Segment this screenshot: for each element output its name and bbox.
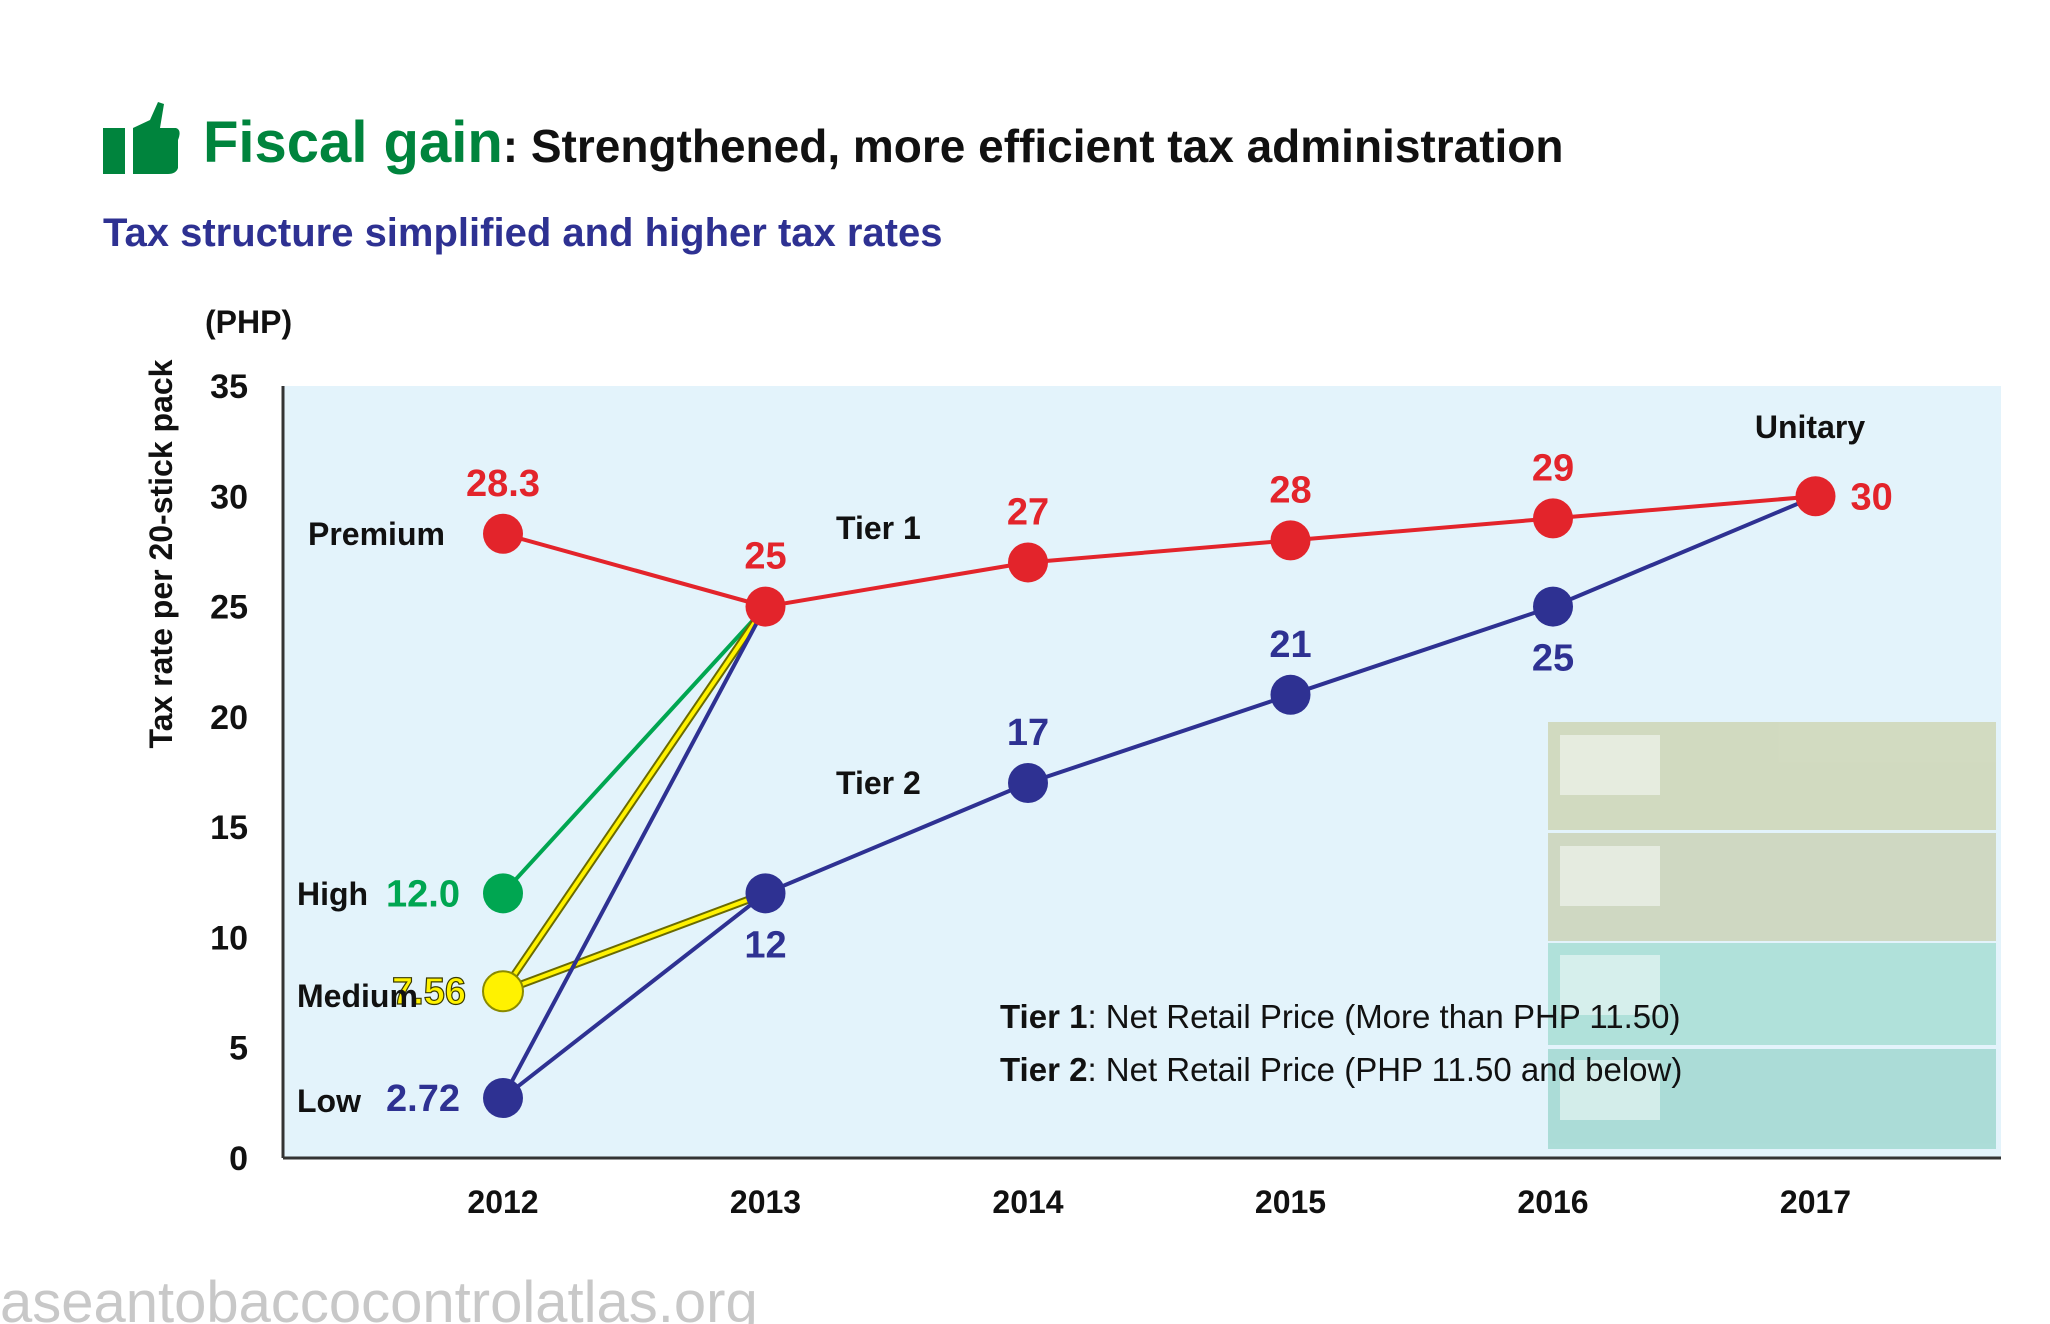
point-tier2 <box>1270 674 1311 715</box>
y-tick-label: 20 <box>210 699 248 737</box>
line-high-to-tier1 <box>501 605 767 895</box>
tier2-note-text: : Net Retail Price (PHP 11.50 and below) <box>1087 1051 1682 1088</box>
x-tick-label: 2015 <box>1255 1184 1326 1220</box>
watermark: aseantobaccocontrolatlas.org <box>0 1270 758 1324</box>
point-tier2 <box>1008 763 1048 804</box>
tier1-note-bold: Tier 1 <box>1000 998 1087 1035</box>
line-low-to-tier2 <box>501 891 767 1100</box>
label-premium: Premium <box>308 516 445 552</box>
x-tick-label: 2017 <box>1780 1184 1851 1220</box>
annotation-tier1: Tier 1 <box>836 510 921 546</box>
y-tick-label: 15 <box>210 809 248 847</box>
data-label-tier2: 12 <box>744 924 786 966</box>
thumbs-up-icon <box>103 102 180 174</box>
tier2-note: Tier 2: Net Retail Price (PHP 11.50 and … <box>1000 1051 1682 1088</box>
annotation-tier2: Tier 2 <box>836 765 921 801</box>
data-label-tier2: 25 <box>1532 638 1574 680</box>
line-medium-to-tier2 <box>502 891 767 994</box>
point-tier1 <box>1270 520 1311 561</box>
data-label-tier1: 25 <box>744 536 786 578</box>
cigarette-packs-image <box>1548 722 1996 1149</box>
x-tick-label: 2016 <box>1517 1184 1588 1220</box>
point-tier1 <box>1008 542 1048 583</box>
y-tick-label: 10 <box>210 919 248 957</box>
y-tick-label: 5 <box>229 1030 248 1068</box>
y-tick-label: 0 <box>229 1140 248 1178</box>
data-label-tier1: 28 <box>1269 469 1311 511</box>
point-tier1 <box>1533 498 1573 539</box>
data-label-tier2: 17 <box>1007 712 1049 754</box>
data-label-tier1: 30 <box>1851 476 1893 518</box>
y-unit-label: (PHP) <box>205 304 292 340</box>
page-title: Fiscal gain: Strengthened, more efficien… <box>203 110 1564 175</box>
y-axis-label: Tax rate per 20-stick pack <box>143 359 179 748</box>
data-label-tier2: 21 <box>1269 624 1311 666</box>
title-rest: : Strengthened, more efficient tax admin… <box>503 120 1564 172</box>
annotation-unitary: Unitary <box>1755 409 1865 445</box>
series-line-tier1 <box>502 494 1816 609</box>
data-label-tier1: 27 <box>1007 491 1049 533</box>
point-tier1 <box>1795 476 1836 517</box>
point-tier2 <box>745 873 786 914</box>
label-medium: Medium <box>297 978 418 1014</box>
x-tick-label: 2013 <box>730 1184 801 1220</box>
y-tick-label: 35 <box>210 368 248 406</box>
y-tick-label: 25 <box>210 589 248 627</box>
point-2012-premium <box>483 513 523 554</box>
x-tick-label: 2014 <box>992 1184 1063 1220</box>
point-2012-medium <box>482 970 524 1013</box>
label-high: High <box>297 876 368 912</box>
y-tick-label: 30 <box>210 478 248 516</box>
point-2012-low <box>483 1078 523 1119</box>
title-highlight: Fiscal gain <box>203 110 503 175</box>
point-tier1 <box>745 586 786 627</box>
tier2-note-bold: Tier 2 <box>1000 1051 1087 1088</box>
x-tick-label: 2012 <box>467 1184 538 1220</box>
data-label-tier1: 29 <box>1532 447 1574 489</box>
point-2012-high <box>483 873 523 914</box>
tier1-note: Tier 1: Net Retail Price (More than PHP … <box>1000 998 1681 1035</box>
data-label-tier1: 28.3 <box>466 463 540 505</box>
data-label-2012-high: 12.0 <box>386 873 460 915</box>
tier1-note-text: : Net Retail Price (More than PHP 11.50) <box>1087 998 1680 1035</box>
point-tier2 <box>1533 586 1573 627</box>
data-label-2012-low: 2.72 <box>386 1078 460 1120</box>
line-medium-to-tier1 <box>501 605 768 993</box>
label-low: Low <box>297 1083 361 1119</box>
data-label-2012-medium: 7.56 <box>392 971 466 1013</box>
page-subtitle: Tax structure simplified and higher tax … <box>103 211 943 255</box>
line-low-to-tier1 <box>501 605 768 1099</box>
